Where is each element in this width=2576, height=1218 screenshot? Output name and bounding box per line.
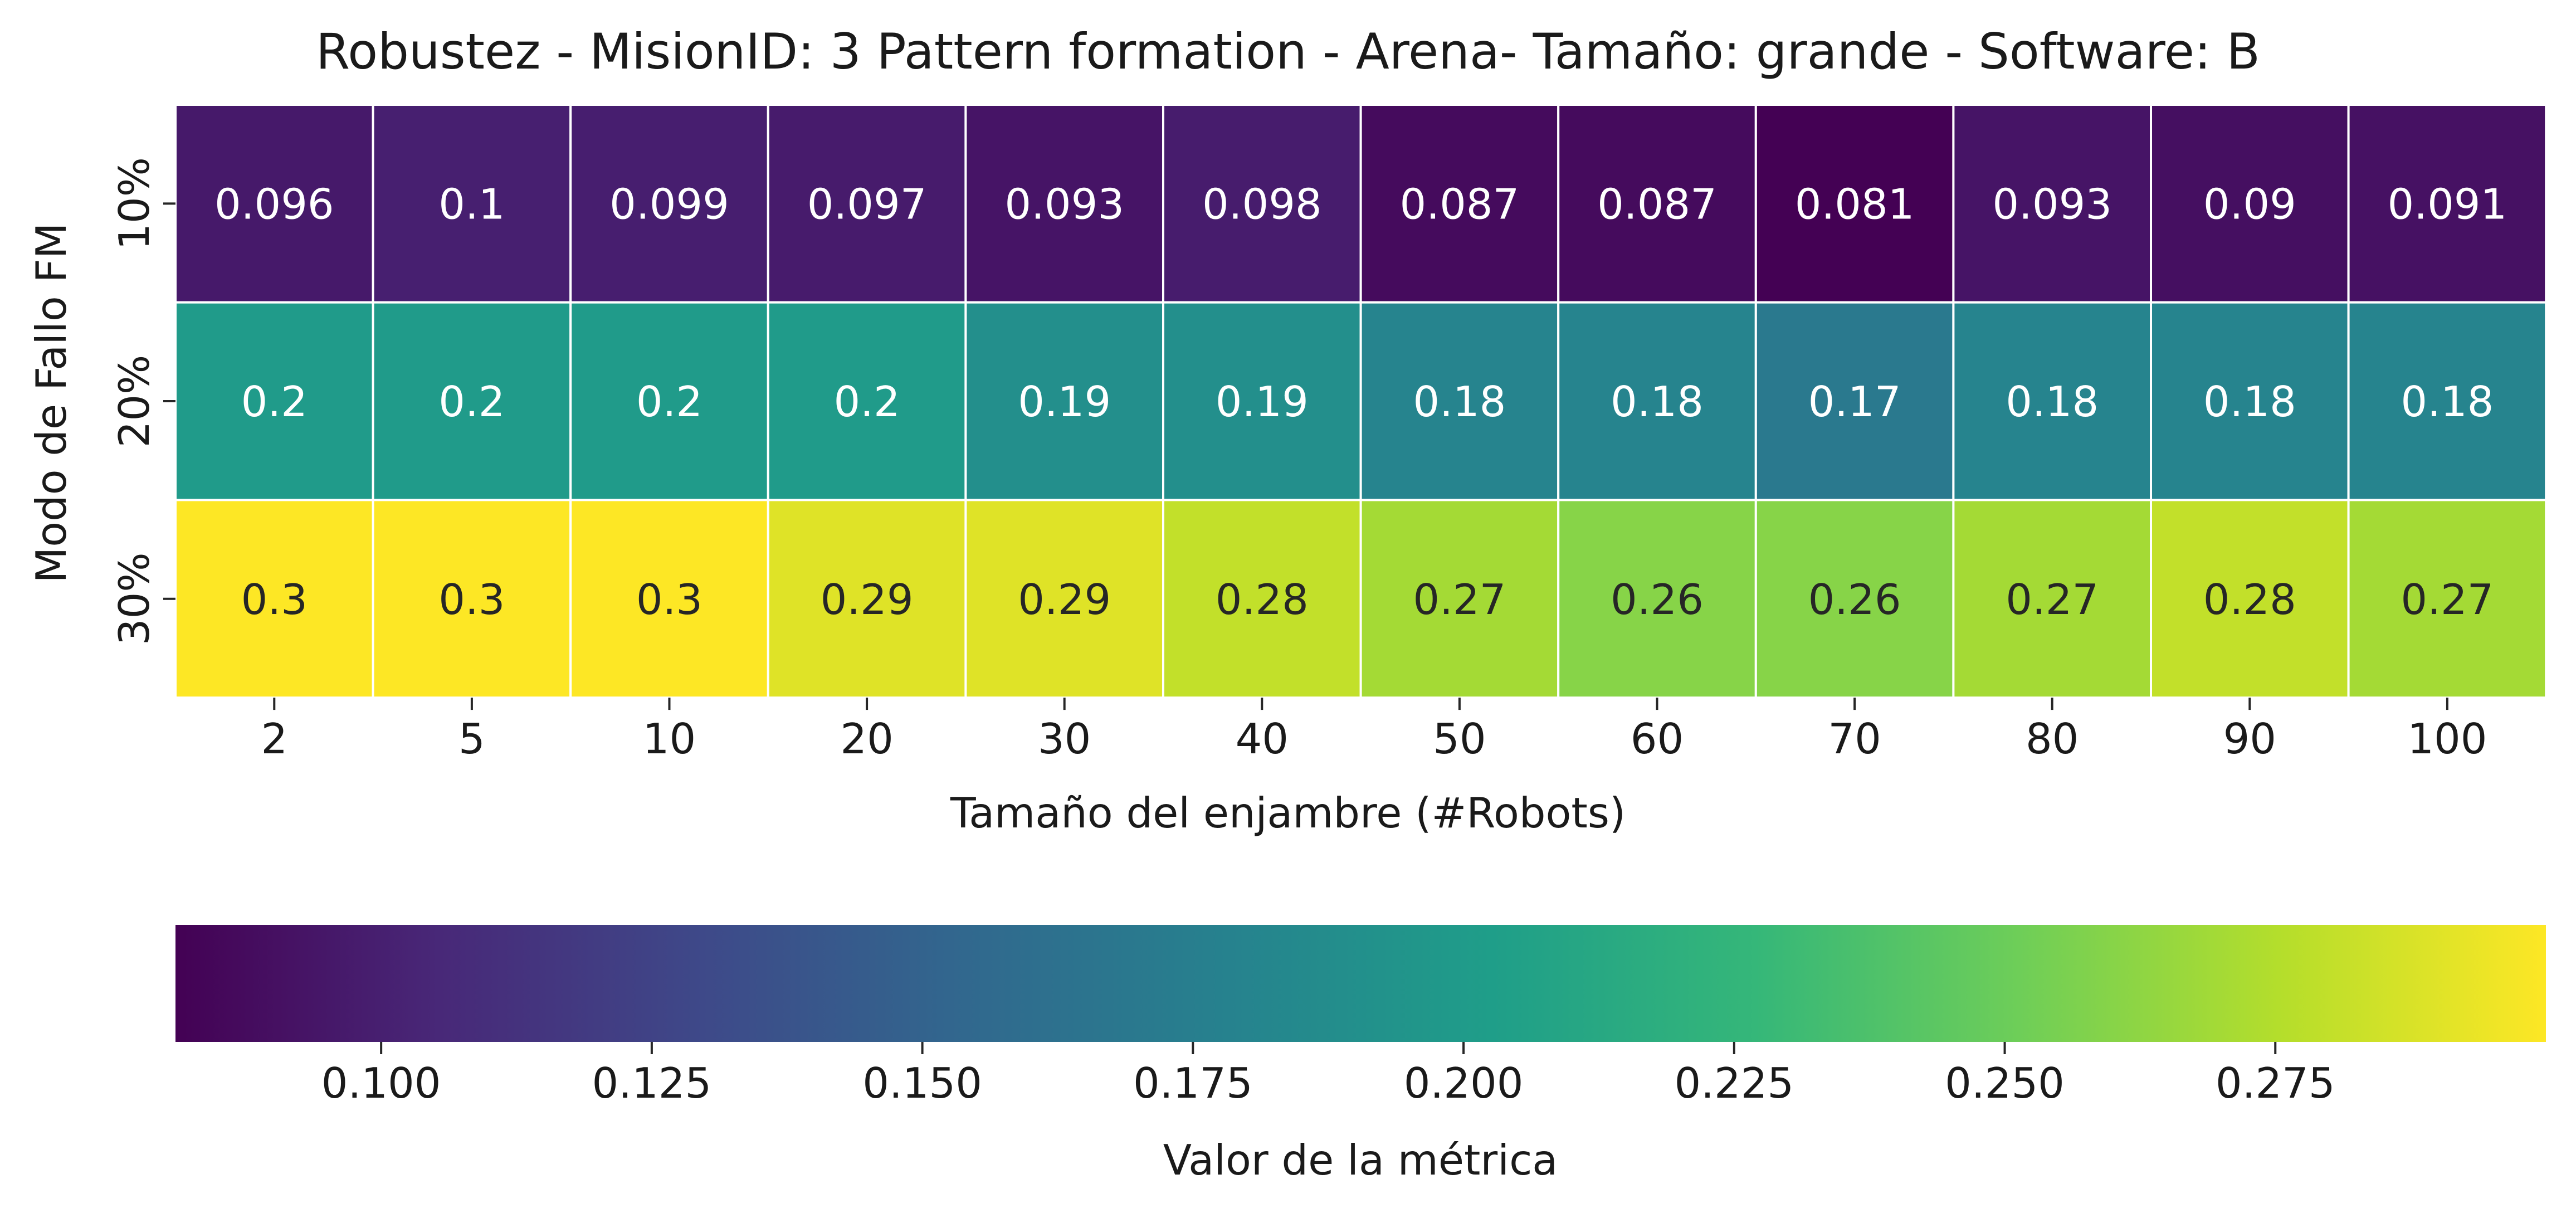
cell-value-label: 0.29 <box>1018 575 1111 624</box>
cell-value-label: 0.096 <box>214 179 334 228</box>
heatmap-cell <box>1359 301 1560 501</box>
cell-value-label: 0.087 <box>1597 179 1717 228</box>
y-tick-label: 30% <box>110 552 159 645</box>
heatmap-cell <box>1952 104 2152 304</box>
heatmap-cell <box>1557 301 1757 501</box>
x-axis-label: Tamaño del enjambre (#Robots) <box>950 788 1626 837</box>
cell-value-label: 0.087 <box>1400 179 1520 228</box>
cell-value-label: 0.093 <box>1004 179 1124 228</box>
colorbar-tick-label: 0.100 <box>321 1059 441 1108</box>
colorbar-label: Valor de la métrica <box>1163 1136 1558 1185</box>
cell-value-label: 0.19 <box>1018 377 1111 426</box>
x-tick-label: 80 <box>2026 714 2079 763</box>
heatmap-cell <box>2347 499 2548 699</box>
cell-value-label: 0.27 <box>2401 575 2494 624</box>
y-tick-label: 20% <box>110 355 159 448</box>
cell-value-label: 0.18 <box>2401 377 2494 426</box>
cell-value-label: 0.1 <box>438 179 505 228</box>
cell-value-label: 0.27 <box>1413 575 1506 624</box>
y-axis: 10% 20% 30% <box>110 157 175 645</box>
chart-title: Robustez - MisionID: 3 Pattern formation… <box>316 23 2260 80</box>
colorbar-tick-label: 0.225 <box>1674 1059 1794 1108</box>
y-tick-label: 10% <box>110 157 159 250</box>
cell-value-label: 0.2 <box>636 377 702 426</box>
cell-value-label: 0.17 <box>1808 377 1901 426</box>
heatmap-cell <box>767 499 967 699</box>
heatmap-cell <box>2347 104 2548 304</box>
heatmap-cell <box>569 301 769 501</box>
x-tick-label: 2 <box>261 714 287 763</box>
heatmap-cell <box>174 104 374 304</box>
x-tick-label: 5 <box>458 714 485 763</box>
cell-value-label: 0.18 <box>1611 377 1704 426</box>
x-tick-label: 50 <box>1433 714 1486 763</box>
cell-value-label: 0.18 <box>2203 377 2296 426</box>
x-tick-label: 30 <box>1038 714 1091 763</box>
heatmap-cell <box>569 104 769 304</box>
colorbar-tick-label: 0.125 <box>592 1059 712 1108</box>
cell-value-label: 0.26 <box>1611 575 1704 624</box>
heatmap-cell <box>569 499 769 699</box>
colorbar <box>175 925 2546 1042</box>
cell-value-label: 0.2 <box>833 377 900 426</box>
heatmap-cell <box>372 301 572 501</box>
x-tick-label: 60 <box>1631 714 1684 763</box>
heatmap-cell <box>964 104 1165 304</box>
cell-value-label: 0.099 <box>609 179 729 228</box>
heatmap-cells: 0.096 0.1 0.099 0.097 0.093 0.098 0.087 0.087 0.… <box>174 104 2548 699</box>
heatmap-cell <box>1952 301 2152 501</box>
cell-value-label: 0.29 <box>821 575 914 624</box>
cell-value-label: 0.2 <box>438 377 505 426</box>
heatmap-cell <box>964 499 1165 699</box>
colorbar-tick-label: 0.250 <box>1945 1059 2065 1108</box>
heatmap-cell <box>1162 104 1362 304</box>
heatmap-cell <box>767 104 967 304</box>
colorbar-tick-label: 0.200 <box>1404 1059 1524 1108</box>
heatmap-cell <box>2347 301 2548 501</box>
colorbar-ticks: 0.100 0.125 0.150 0.175 0.200 0.225 0.250 0.275 <box>321 1042 2335 1108</box>
cell-value-label: 0.081 <box>1795 179 1915 228</box>
cell-value-label: 0.3 <box>438 575 505 624</box>
cell-value-label: 0.27 <box>2006 575 2099 624</box>
x-tick-label: 100 <box>2407 714 2487 763</box>
cell-value-label: 0.093 <box>1992 179 2112 228</box>
cell-value-label: 0.2 <box>241 377 308 426</box>
cell-value-label: 0.26 <box>1808 575 1901 624</box>
y-axis-label: Modo de Fallo FM <box>27 223 76 583</box>
cell-value-label: 0.28 <box>2203 575 2296 624</box>
x-tick-label: 70 <box>1828 714 1881 763</box>
heatmap-cell <box>1359 499 1560 699</box>
heatmap-cell <box>767 301 967 501</box>
colorbar-tick-label: 0.175 <box>1133 1059 1253 1108</box>
heatmap-cell <box>1162 301 1362 501</box>
colorbar-tick-label: 0.150 <box>862 1059 982 1108</box>
x-tick-label: 20 <box>840 714 893 763</box>
x-tick-label: 40 <box>1236 714 1289 763</box>
colorbar-tick-label: 0.275 <box>2216 1059 2335 1108</box>
cell-value-label: 0.19 <box>1216 377 1309 426</box>
x-tick-label: 10 <box>643 714 696 763</box>
cell-value-label: 0.091 <box>2388 179 2507 228</box>
cell-value-label: 0.18 <box>2006 377 2099 426</box>
heatmap-cell <box>2150 499 2350 699</box>
x-axis: 2 5 10 20 30 40 50 60 70 80 90 100 <box>261 698 2487 763</box>
heatmap-cell <box>1754 301 1955 501</box>
heatmap-cell <box>372 104 572 304</box>
cell-value-label: 0.18 <box>1413 377 1506 426</box>
cell-value-label: 0.3 <box>241 575 308 624</box>
heatmap-cell <box>2150 301 2350 501</box>
cell-value-label: 0.09 <box>2203 179 2296 228</box>
cell-value-label: 0.097 <box>807 179 927 228</box>
cell-value-label: 0.28 <box>1216 575 1309 624</box>
cell-value-label: 0.098 <box>1202 179 1322 228</box>
heatmap-cell <box>964 301 1165 501</box>
heatmap-cell <box>1557 104 1757 304</box>
heatmap-cell <box>174 301 374 501</box>
cell-value-label: 0.3 <box>636 575 702 624</box>
heatmap-cell <box>174 499 374 699</box>
x-tick-label: 90 <box>2223 714 2276 763</box>
